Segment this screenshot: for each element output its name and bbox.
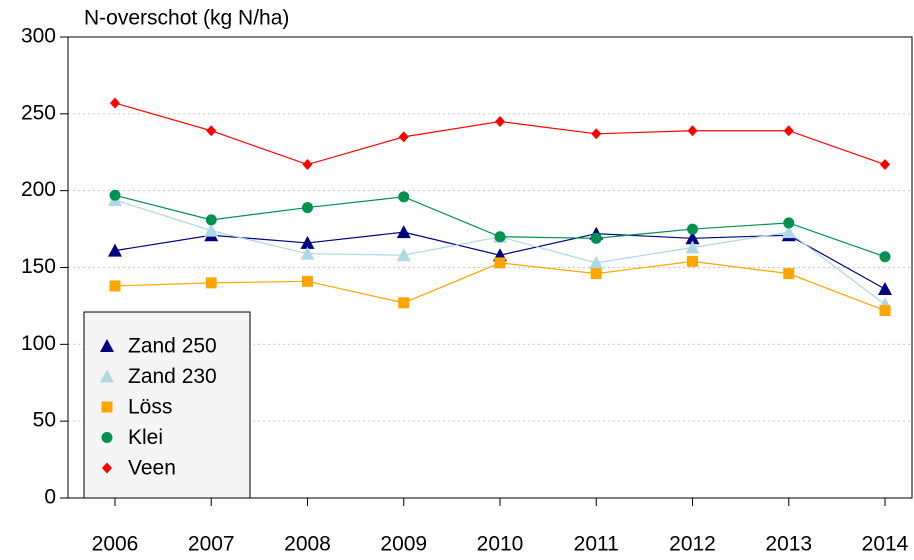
chart-title: N-overschot (kg N/ha) [84, 7, 289, 30]
marker [205, 214, 217, 226]
marker [396, 225, 411, 239]
series-line [114, 194, 886, 258]
marker [109, 189, 121, 201]
marker [101, 401, 113, 413]
marker [494, 257, 506, 269]
legend-label: Veen [128, 457, 176, 480]
marker [590, 268, 602, 280]
marker [494, 231, 506, 243]
marker [783, 217, 795, 229]
y-tick-label: 150 [21, 255, 56, 278]
marker [302, 159, 313, 171]
marker [495, 116, 505, 128]
marker [398, 131, 409, 143]
x-tick-label: 2011 [574, 533, 619, 556]
x-tick-label: 2013 [765, 533, 812, 556]
marker [687, 223, 698, 235]
x-tick-label: 2008 [284, 533, 331, 556]
legend-label: Zand 230 [128, 365, 217, 388]
x-tick-label: 2014 [862, 533, 909, 556]
series-line [114, 260, 886, 312]
marker [590, 232, 602, 244]
y-tick-label: 250 [21, 101, 56, 124]
marker [206, 125, 217, 137]
marker [300, 246, 315, 260]
plot-frame [67, 36, 913, 499]
marker [879, 305, 891, 317]
marker [302, 202, 313, 214]
x-tick-label: 2007 [188, 533, 235, 556]
y-tick-label: 200 [21, 178, 56, 201]
marker [398, 191, 410, 203]
marker [100, 369, 114, 383]
marker [300, 235, 315, 249]
marker [589, 255, 604, 269]
y-tick-label: 0 [44, 486, 56, 509]
marker [878, 282, 892, 296]
series-line [114, 102, 886, 166]
marker [783, 268, 795, 280]
marker [108, 243, 122, 257]
x-tick-label: 2012 [669, 533, 716, 556]
marker [302, 275, 313, 287]
marker [205, 277, 217, 289]
marker [398, 297, 410, 309]
marker [880, 159, 890, 171]
marker [101, 432, 113, 443]
legend-label: Zand 250 [128, 335, 217, 358]
y-tick-label: 50 [33, 409, 56, 432]
marker [591, 128, 602, 140]
marker [687, 255, 698, 267]
marker [109, 280, 121, 292]
marker [879, 251, 891, 263]
marker [102, 462, 112, 474]
marker [204, 223, 219, 237]
marker [687, 125, 698, 137]
marker [685, 231, 700, 245]
marker [396, 248, 411, 262]
marker [110, 97, 120, 109]
x-tick-label: 2006 [92, 533, 139, 556]
marker [783, 125, 794, 137]
y-tick-label: 100 [21, 332, 56, 355]
marker [781, 225, 796, 239]
legend-label: Klei [128, 426, 163, 449]
legend-label: Löss [128, 396, 172, 419]
y-tick-label: 300 [21, 25, 56, 48]
x-tick-label: 2010 [477, 533, 524, 556]
marker [100, 339, 114, 352]
x-tick-label: 2009 [380, 533, 427, 556]
marker [685, 240, 700, 254]
